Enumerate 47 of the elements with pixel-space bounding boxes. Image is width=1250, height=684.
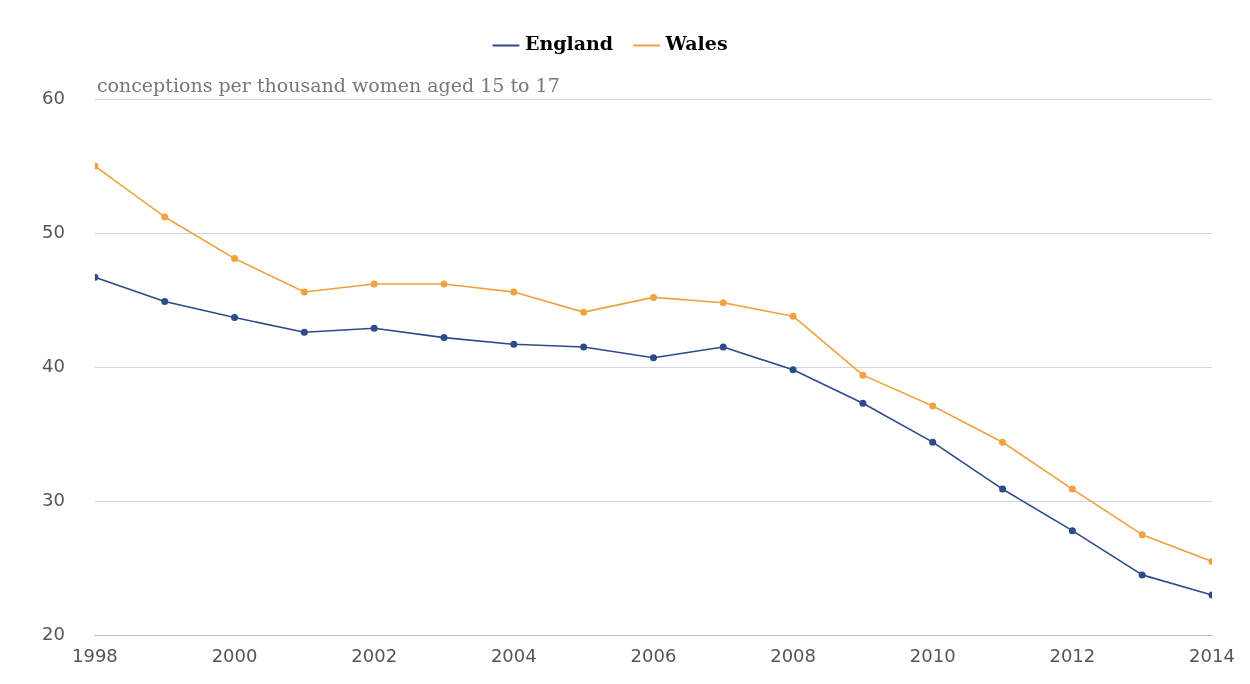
point <box>719 299 727 307</box>
legend-label: England <box>524 32 614 55</box>
y-tick-label: 40 <box>42 354 65 376</box>
point <box>580 343 588 351</box>
point <box>300 328 308 336</box>
x-tick-label: 2000 <box>211 644 258 666</box>
point <box>649 354 657 362</box>
x-tick-label: 2004 <box>490 644 537 666</box>
point <box>231 314 239 321</box>
x-tick-label: 2010 <box>909 644 956 666</box>
y-tick-label: 20 <box>42 622 65 644</box>
point <box>1138 531 1146 539</box>
point <box>370 280 378 288</box>
point <box>929 438 937 446</box>
point <box>510 340 518 348</box>
x-tick-label: 2014 <box>1189 644 1235 666</box>
point <box>1138 571 1146 579</box>
y-tick-label: 60 <box>42 86 65 108</box>
x-tick-label: 1998 <box>72 644 118 666</box>
y-axis-title: conceptions per thousand women aged 15 to 17 <box>96 74 560 97</box>
point <box>999 485 1007 493</box>
point <box>161 213 169 221</box>
point <box>789 366 797 374</box>
point <box>370 324 378 332</box>
point <box>719 343 727 351</box>
y-tick-label: 50 <box>42 220 65 242</box>
point <box>440 334 448 342</box>
point <box>580 308 588 316</box>
point <box>649 293 657 301</box>
point <box>859 399 867 407</box>
legend-label: Wales <box>664 32 728 55</box>
point <box>231 255 239 263</box>
point <box>1068 485 1076 493</box>
x-tick-label: 2002 <box>351 644 398 666</box>
x-tick-label: 2006 <box>630 644 677 666</box>
point <box>999 438 1007 446</box>
x-tick-label: 2008 <box>770 644 816 666</box>
point <box>929 402 937 410</box>
point <box>789 312 797 320</box>
point <box>510 288 518 296</box>
point <box>859 371 867 379</box>
point <box>1068 527 1076 535</box>
x-tick-label: 2012 <box>1049 644 1096 666</box>
point <box>440 280 448 288</box>
point <box>300 288 308 296</box>
y-tick-label: 30 <box>42 488 65 510</box>
point <box>161 297 169 305</box>
